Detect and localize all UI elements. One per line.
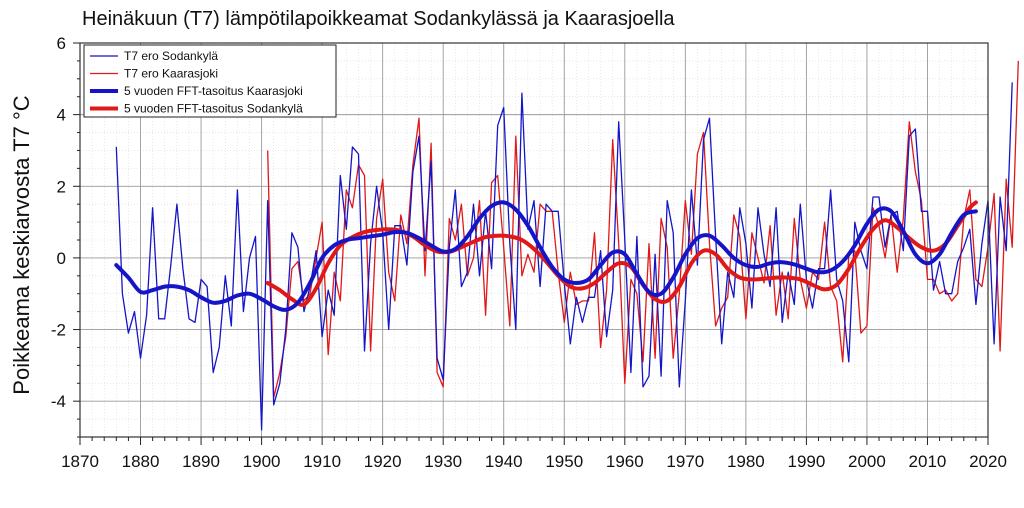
y-tick-label: -4 [51,392,66,411]
x-tick-label: 1950 [545,452,583,471]
x-tick-label: 1960 [606,452,644,471]
x-tick-label: 1970 [666,452,704,471]
x-tick-label: 1880 [122,452,160,471]
x-tick-label: 2010 [909,452,947,471]
smooth-line-sodankyla [265,200,978,307]
legend-entry-label: 5 vuoden FFT-tasoitus Kaarasjoki [124,84,303,98]
x-tick-label: 1900 [243,452,281,471]
x-tick-label: 1910 [303,452,341,471]
y-tick-label: 6 [57,34,66,53]
y-tick-label: 0 [57,249,66,268]
x-tick-label: 2020 [969,452,1007,471]
x-tick-label: 1990 [787,452,825,471]
x-tick-label: 1920 [364,452,402,471]
x-tick-label: 1980 [727,452,765,471]
x-tick-label: 2000 [848,452,886,471]
smooth-line-kaarasjoki [114,200,978,312]
y-tick-label: 4 [57,106,66,125]
x-tick-label: 1870 [61,452,99,471]
y-tick-label: 2 [57,177,66,196]
chart-title: Heinäkuun (T7) lämpötilapoikkeamat Sodan… [82,8,675,30]
legend-box [83,44,337,118]
legend-entry-label: T7 ero Kaarasjoki [124,67,218,81]
series-line-kaarasjoki [267,60,1019,399]
legend-entry-label: 5 vuoden FFT-tasoitus Sodankylä [124,102,303,116]
legend-entry-label: T7 ero Sodankylä [124,49,218,63]
x-tick-label: 1930 [424,452,462,471]
x-tick-label: 1940 [485,452,523,471]
x-tick-label: 1890 [182,452,220,471]
y-tick-label: -2 [51,321,66,340]
